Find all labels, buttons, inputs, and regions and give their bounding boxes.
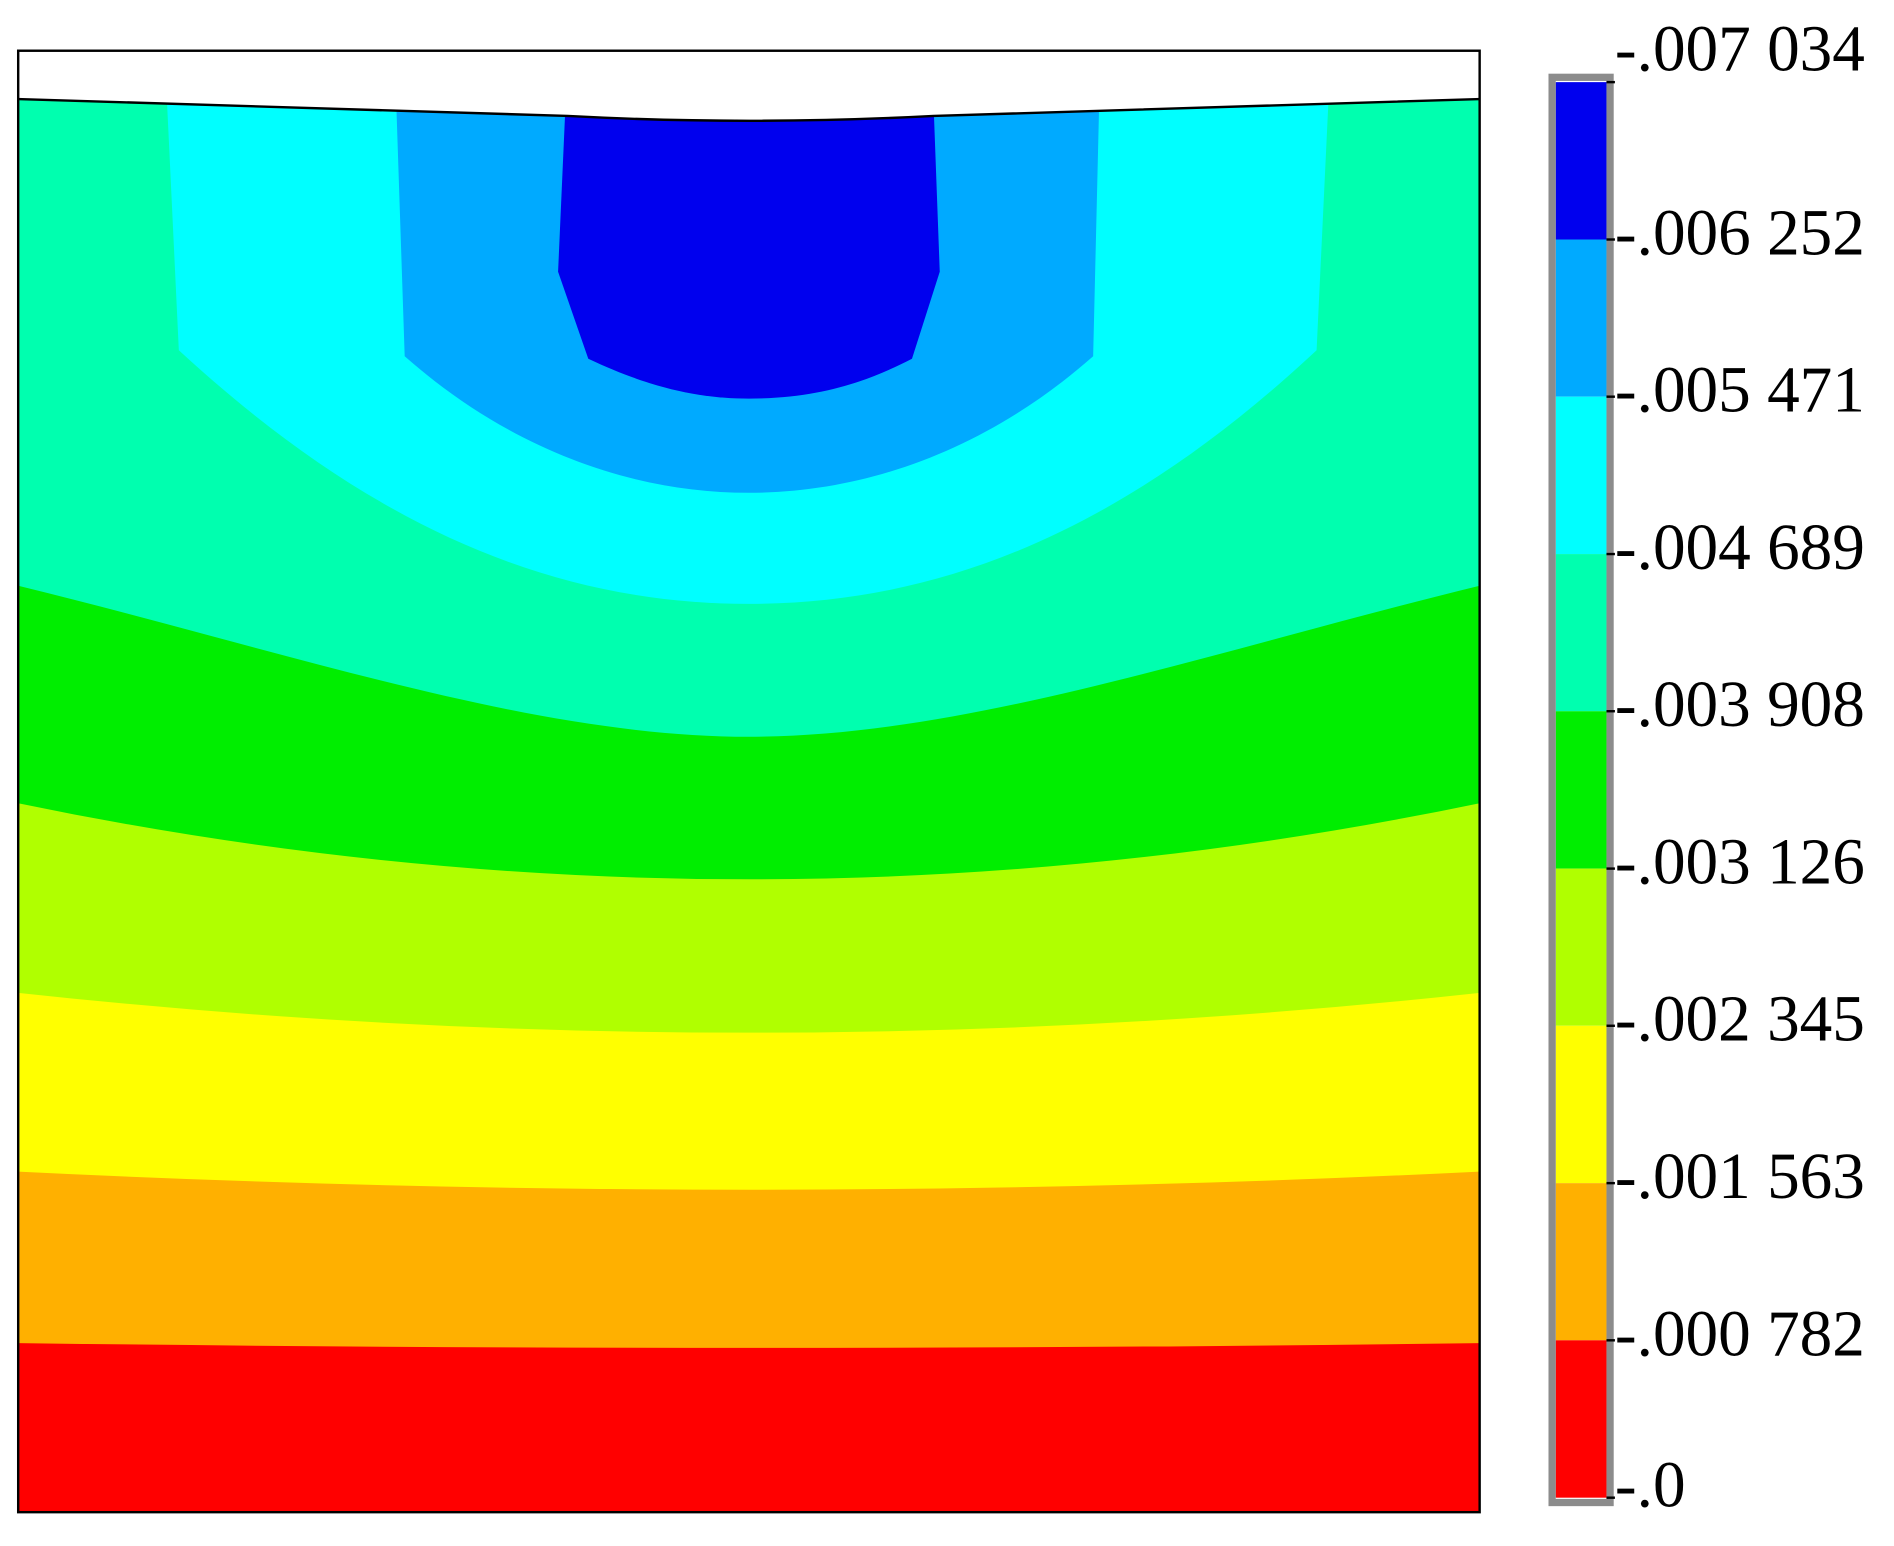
colorbar-band [1555,1340,1607,1498]
plot-frame [16,49,1481,1514]
deformed-surface [18,97,1480,122]
colorbar-band [1555,1183,1607,1341]
contour-band [558,108,940,399]
colorbar-band [1555,711,1607,869]
contour-plot [18,99,1480,1513]
colorbar-tick-label: -.003 126 [1615,827,1865,899]
colorbar-band [1555,82,1607,240]
colorbar-band [1555,868,1607,1026]
colorbar-band [1555,1025,1607,1184]
colorbar-tick-label: -.0 [1615,1450,1686,1522]
colorbar-tick-label: -.005 471 [1615,355,1865,427]
colorbar-tick-label: -.003 908 [1615,669,1865,741]
colorbar-band [1555,396,1607,555]
colorbar-tick-label: -.002 345 [1615,984,1865,1056]
colorbar-tick-label: -.001 563 [1615,1141,1865,1213]
colorbar-tick-label: -.000 782 [1615,1298,1865,1370]
colorbar-band [1555,239,1607,397]
colorbar-band [1555,554,1607,712]
colorbar-tick-label: -.007 034 [1615,14,1865,86]
colorbar-tick-label: -.004 689 [1615,512,1865,584]
colorbar-tick-label: -.006 252 [1615,197,1865,269]
colorbar [1555,82,1607,1498]
colorbar-frame [1548,73,1614,1507]
